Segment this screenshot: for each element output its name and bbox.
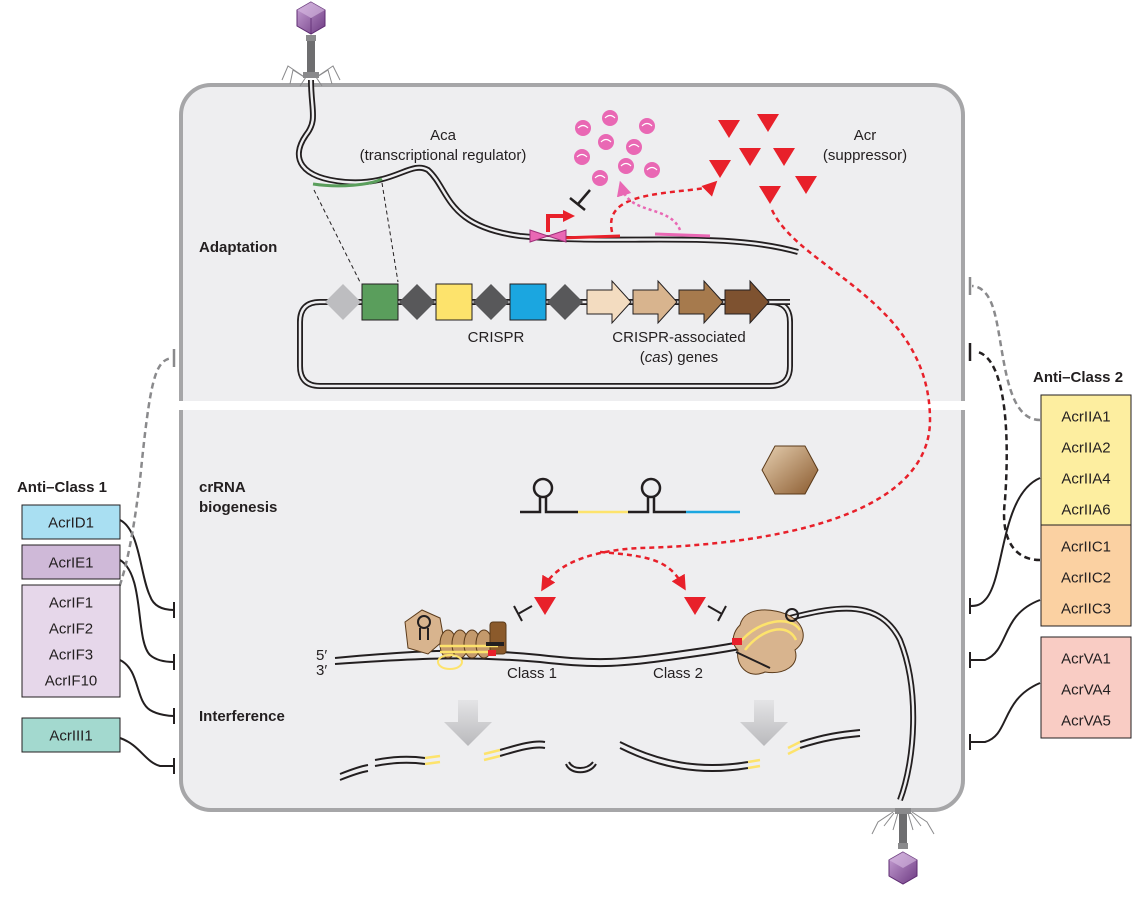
- section-interference: Interference: [199, 708, 285, 725]
- aca-proteins: [574, 110, 660, 186]
- three-prime-label: 3′: [316, 662, 327, 679]
- acr-to-interference-arrow: [541, 209, 932, 592]
- section-crrna-line2: biogenesis: [199, 499, 277, 516]
- acriic-dashed-connector: [977, 350, 1041, 562]
- acr-item-acriii1: AcrIII1: [49, 728, 92, 745]
- cas-genes: [586, 279, 770, 325]
- acriia-dashed-connector: [971, 284, 1041, 422]
- cell-body: [179, 83, 965, 812]
- acr-class2: [684, 597, 706, 615]
- phage-bottom: [871, 808, 935, 885]
- anti-class2-group-box: [1040, 394, 1132, 528]
- acr-label: Acr: [854, 127, 877, 144]
- acr-expression-arrow: [609, 180, 718, 233]
- class2-label: Class 2: [653, 665, 703, 682]
- anti-class1-group-box: [21, 544, 121, 580]
- anti-class2-panel: Anti–Class 2 AcrIIA1 AcrIIA2 AcrIIA4 AcrIIA6…: [1033, 369, 1132, 739]
- acr-item-acriia6: AcrIIA6: [1061, 501, 1110, 518]
- acr-item-acriia4: AcrIIA4: [1061, 470, 1110, 487]
- spacer-yellow: [435, 283, 473, 321]
- promoter-icon: [529, 210, 575, 243]
- aca-sublabel: (transcriptional regulator): [360, 147, 527, 164]
- anti-class2-group-box: [1040, 636, 1132, 739]
- acr-sublabel: (suppressor): [823, 147, 907, 164]
- crispr-array: [325, 283, 583, 321]
- class1-label: Class 1: [507, 665, 557, 682]
- aca-inhibition: [577, 189, 591, 205]
- anti-class2-title: Anti–Class 2: [1033, 369, 1123, 386]
- anti-class2-group-box: [1040, 524, 1132, 627]
- spacer-green: [361, 283, 399, 321]
- cleavage-arrow-class1: [444, 700, 492, 746]
- anti-class1-group-box: [21, 584, 121, 698]
- cleavage-arrow-class2: [740, 700, 788, 746]
- anti-class1-connectors: [119, 519, 175, 774]
- cell-divider: [175, 401, 965, 410]
- anti-class1-panel: Anti–Class 1 AcrID1 AcrIE1 AcrIF1 AcrIF2 AcrI…: [17, 479, 121, 753]
- anti-class1-group-box: [21, 717, 121, 753]
- acr-item-acriia1: AcrIIA1: [1061, 408, 1110, 425]
- acr-item-acriic3: AcrIIC3: [1061, 600, 1111, 617]
- anti-class1-title: Anti–Class 1: [17, 479, 107, 496]
- anti-class1-group-box: [21, 504, 121, 540]
- cas-label-line1: CRISPR-associated: [612, 329, 745, 346]
- acr-item-acrif2: AcrIF2: [49, 621, 93, 638]
- acr-item-acriia2: AcrIIA2: [1061, 439, 1110, 456]
- section-adaptation: Adaptation: [199, 239, 277, 256]
- anti-class2-connectors: [969, 477, 1041, 750]
- aca-label: Aca: [430, 127, 457, 144]
- crispr-label: CRISPR: [468, 329, 525, 346]
- aca-expression-arrow: [616, 180, 682, 231]
- acr-item-acrva1: AcrVA1: [1061, 650, 1111, 667]
- acr-item-acrid1: AcrID1: [48, 515, 94, 532]
- spacer-blue: [509, 283, 547, 321]
- acr-item-acrva5: AcrVA5: [1061, 712, 1111, 729]
- class1-complex: [404, 609, 507, 670]
- acr-item-acrif3: AcrIF3: [49, 647, 93, 664]
- crrna-molecule: [520, 477, 740, 514]
- acr-item-acrif10: AcrIF10: [45, 673, 98, 690]
- acr-item-acriic2: AcrIIC2: [1061, 569, 1111, 586]
- class2-complex: [732, 608, 804, 675]
- acr-item-acrva4: AcrVA4: [1061, 681, 1111, 698]
- acr-item-acriic1: AcrIIC1: [1061, 538, 1111, 555]
- cleaved-dna: [339, 729, 861, 781]
- section-crrna-line1: crRNA: [199, 479, 246, 496]
- phage-top: [281, 1, 341, 87]
- acr-item-acrif1: AcrIF1: [49, 595, 93, 612]
- cas-protein-hexagon: [761, 445, 819, 495]
- phage-genome-top: [295, 79, 799, 255]
- acr-proteins: [709, 114, 817, 204]
- cas-label-line2: (cas) genes: [640, 349, 718, 366]
- acr-class1: [534, 597, 556, 615]
- acr-item-acrie1: AcrIE1: [48, 555, 93, 572]
- five-prime-label: 5′: [316, 647, 327, 664]
